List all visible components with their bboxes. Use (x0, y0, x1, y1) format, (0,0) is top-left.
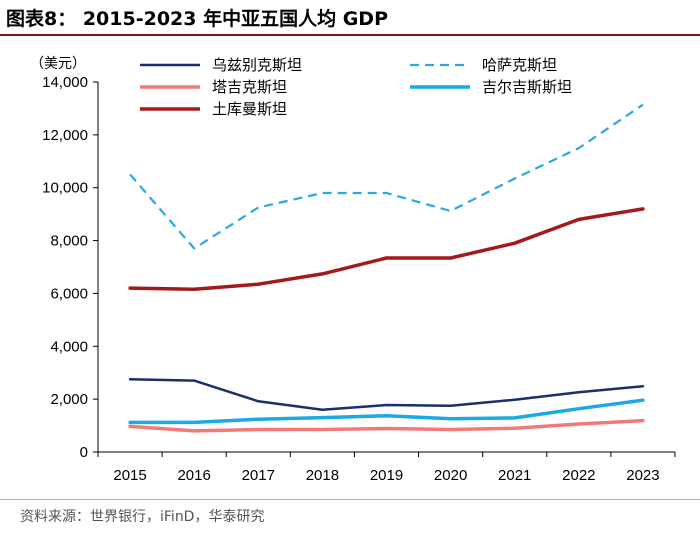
x-tick-label: 2016 (177, 467, 210, 484)
series-line-4 (128, 398, 645, 425)
x-tick-label: 2020 (434, 467, 467, 484)
y-tick-label: 0 (80, 444, 88, 461)
y-tick-label: 6,000 (50, 285, 88, 302)
legend-label-3: 塔吉克斯坦 (212, 78, 287, 96)
series-line-3 (128, 418, 645, 433)
x-tick-label: 2021 (498, 467, 531, 484)
x-tick-label: 2018 (306, 467, 339, 484)
figure-title: 图表8： 2015-2023 年中亚五国人均 GDP (6, 8, 389, 30)
source-note: 资料来源：世界银行，iFinD，华泰研究 (20, 509, 265, 525)
y-tick-label: 4,000 (50, 338, 88, 355)
y-axis-unit-label: （美元） (30, 56, 86, 72)
x-tick-label: 2023 (626, 467, 659, 484)
x-tick-label: 2017 (242, 467, 275, 484)
x-tick-label: 2022 (562, 467, 595, 484)
y-tick-label: 8,000 (50, 233, 88, 250)
source-divider (0, 499, 700, 500)
y-tick-label: 12,000 (42, 127, 88, 144)
x-tick-label: 2019 (370, 467, 403, 484)
legend-label-1: 乌兹别克斯坦 (212, 56, 302, 74)
legend-label-5: 土库曼斯坦 (212, 100, 287, 118)
series-line-1 (128, 378, 645, 411)
line-chart: （美元） 0 2,000 4,000 6,000 8,000 10,000 12,000 14,… (30, 56, 676, 484)
x-tick-label: 2015 (113, 467, 146, 484)
y-tick-label: 2,000 (50, 391, 88, 408)
title-divider (0, 34, 700, 36)
series-line-2 (129, 103, 644, 250)
y-tick-label: 14,000 (42, 74, 88, 91)
legend-label-2: 哈萨克斯坦 (482, 56, 557, 74)
y-tick-label: 10,000 (42, 180, 88, 197)
series-line-5 (128, 207, 645, 291)
legend-label-4: 吉尔吉斯斯坦 (482, 78, 572, 96)
